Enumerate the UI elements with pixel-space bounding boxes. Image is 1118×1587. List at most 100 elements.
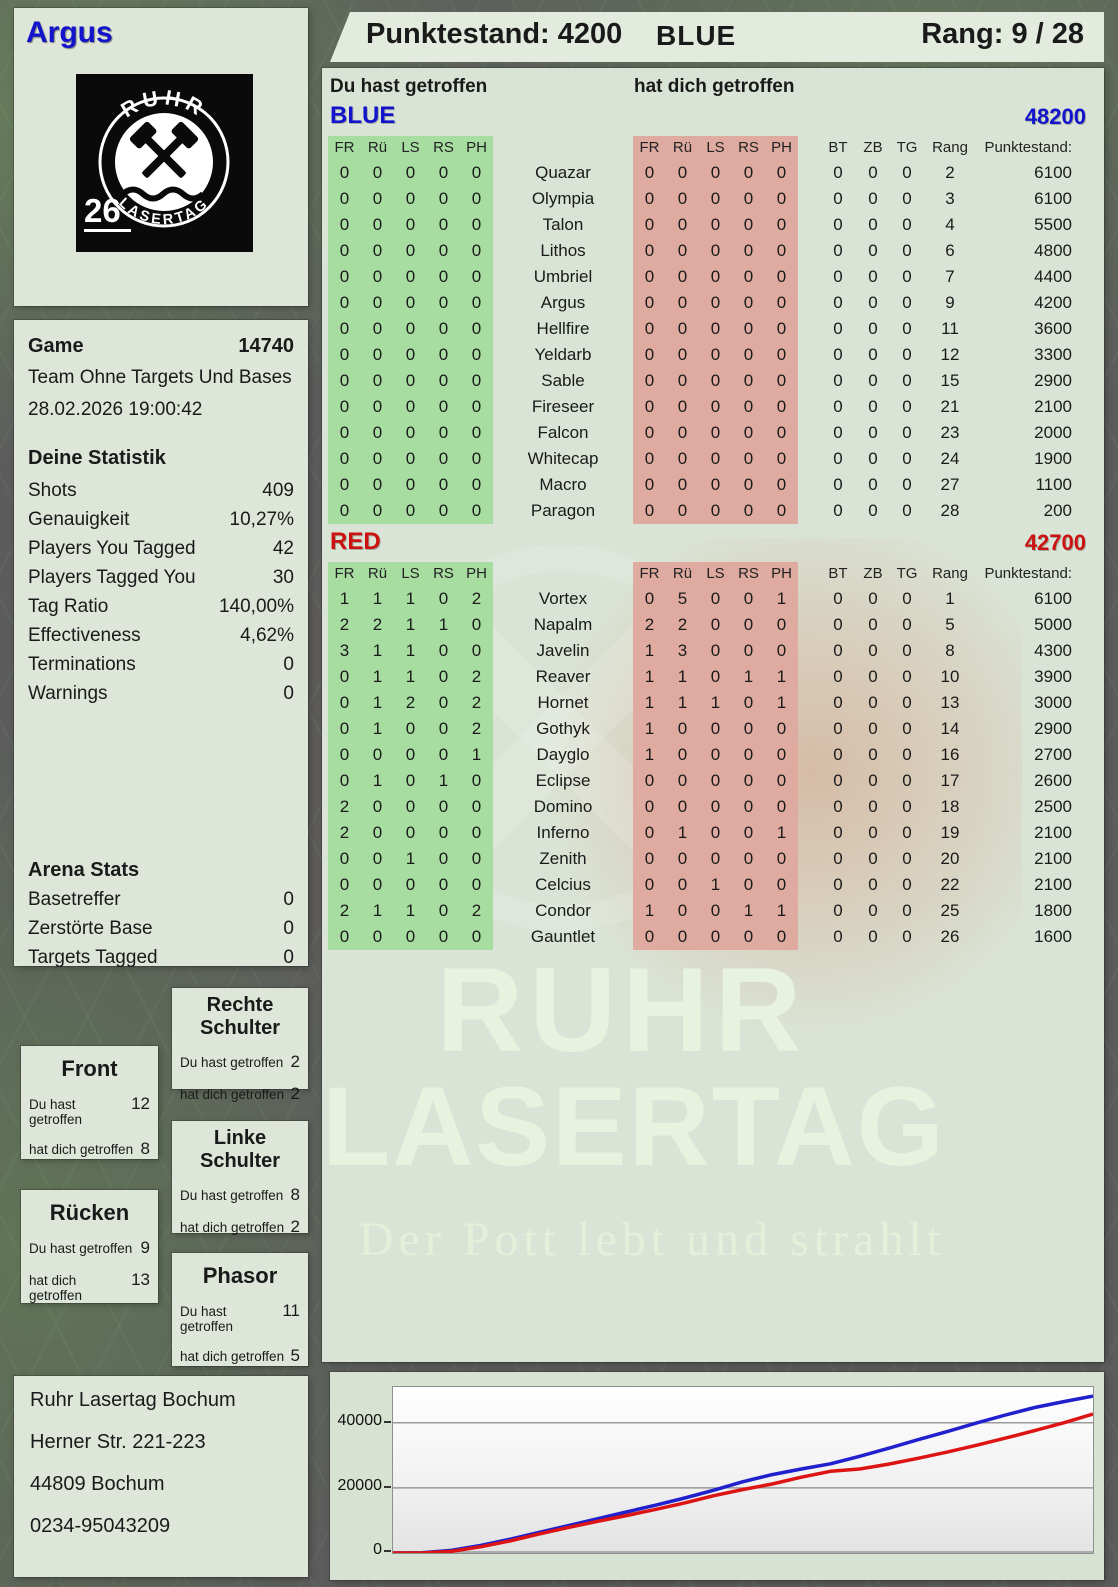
hits-taken-cell: 1 xyxy=(633,716,666,742)
hitzone-phasor: Phasor Du hast getroffen 11 hat dich getr… xyxy=(172,1253,308,1366)
hits-taken-cell: 0 xyxy=(732,420,765,446)
hits-taken-cell: 1 xyxy=(666,690,699,716)
player-name: Condor xyxy=(535,901,591,920)
player-name: Zenith xyxy=(539,849,587,868)
hits-taken-cell: 0 xyxy=(732,290,765,316)
spacer xyxy=(798,820,820,846)
base-hits-cell: 0 xyxy=(833,875,843,894)
column-header: Rü xyxy=(361,562,394,586)
hits-given-cell: 0 xyxy=(427,238,460,264)
hits-taken-cell: 0 xyxy=(699,586,732,612)
spacer xyxy=(798,498,820,524)
rank-cell: 28 xyxy=(940,501,960,520)
hits-taken-cell: 0 xyxy=(765,872,798,898)
bases-destroyed-cell: 0 xyxy=(868,475,878,494)
bases-destroyed-cell: 0 xyxy=(868,719,878,738)
hammer-icon xyxy=(129,121,186,178)
hits-taken-cell: 0 xyxy=(666,742,699,768)
player-name: Fireseer xyxy=(531,397,595,416)
hits-given-cell: 0 xyxy=(394,872,427,898)
score-cell: 1900 xyxy=(1034,449,1072,468)
rank-cell: 25 xyxy=(940,901,960,920)
hits-given-cell: 0 xyxy=(328,472,361,498)
player-name: Gauntlet xyxy=(530,927,596,946)
hits-given-cell: 0 xyxy=(394,420,427,446)
hits-given-cell: 2 xyxy=(328,820,361,846)
hits-taken-cell: 0 xyxy=(633,820,666,846)
hitzone-title: Linke Schulter xyxy=(199,1127,281,1172)
hits-given-cell: 0 xyxy=(427,898,460,924)
spacer xyxy=(798,394,820,420)
hits-given-cell: 0 xyxy=(460,368,493,394)
base-hits-cell: 0 xyxy=(833,267,843,286)
hits-taken-cell: 0 xyxy=(633,846,666,872)
hits-taken-cell: 0 xyxy=(732,586,765,612)
hits-given-cell: 0 xyxy=(361,290,394,316)
column-header: ZB xyxy=(863,139,883,156)
column-header: Rang xyxy=(932,565,968,582)
spacer xyxy=(798,212,820,238)
score-cell: 200 xyxy=(1043,501,1072,520)
targets-tagged-cell: 0 xyxy=(902,615,912,634)
y-axis-tick-mark xyxy=(384,1550,391,1552)
hits-given-cell: 0 xyxy=(328,316,361,342)
targets-tagged-cell: 0 xyxy=(902,823,912,842)
hits-taken-cell: 0 xyxy=(765,212,798,238)
hits-taken-cell: 0 xyxy=(666,342,699,368)
right-columns-title: hat dich getroffen xyxy=(634,76,795,97)
hits-taken-cell: 0 xyxy=(666,498,699,524)
hits-taken-cell: 0 xyxy=(765,742,798,768)
hits-taken-cell: 0 xyxy=(666,264,699,290)
hits-taken-cell: 0 xyxy=(699,186,732,212)
hits-taken-cell: 0 xyxy=(699,846,732,872)
spacer xyxy=(798,898,820,924)
column-header: Punktestand: xyxy=(984,139,1072,156)
hitzone-front: Front Du hast getroffen 12 hat dich getro… xyxy=(21,1046,158,1159)
hits-taken-cell: 0 xyxy=(633,316,666,342)
score-cell: 2500 xyxy=(1034,797,1072,816)
hits-taken-cell: 1 xyxy=(732,664,765,690)
hits-given-cell: 0 xyxy=(361,742,394,768)
column-header: RS xyxy=(732,136,765,160)
hits-given-cell: 2 xyxy=(328,612,361,638)
hits-given-cell: 0 xyxy=(460,498,493,524)
targets-tagged-cell: 0 xyxy=(902,215,912,234)
hits-taken-cell: 0 xyxy=(699,898,732,924)
hits-taken-cell: 0 xyxy=(666,238,699,264)
hits-given-cell: 0 xyxy=(394,290,427,316)
bases-destroyed-cell: 0 xyxy=(868,189,878,208)
column-header: Rü xyxy=(666,136,699,160)
hits-given-cell: 0 xyxy=(361,186,394,212)
player-name: Napalm xyxy=(533,615,593,634)
hits-taken-cell: 1 xyxy=(633,664,666,690)
column-header: PH xyxy=(460,136,493,160)
hits-taken-cell: 0 xyxy=(633,472,666,498)
venue-city: 44809 Bochum xyxy=(30,1473,165,1495)
hits-taken-cell: 0 xyxy=(732,820,765,846)
hits-taken-cell: 0 xyxy=(666,872,699,898)
player-name: Sable xyxy=(541,371,585,390)
hits-taken-cell: 5 xyxy=(666,586,699,612)
hits-given-cell: 0 xyxy=(460,212,493,238)
targets-tagged-cell: 0 xyxy=(902,797,912,816)
hits-taken-cell: 0 xyxy=(699,794,732,820)
rank-cell: 6 xyxy=(945,241,955,260)
header-bar: Punktestand: 4200 BLUE Rang: 9 / 28 xyxy=(330,12,1104,62)
rank-cell: 12 xyxy=(940,345,960,364)
hits-taken-cell: 0 xyxy=(765,716,798,742)
hits-given-cell: 0 xyxy=(460,160,493,186)
hits-given-cell: 3 xyxy=(328,638,361,664)
base-hits-cell: 0 xyxy=(833,849,843,868)
spacer xyxy=(798,664,820,690)
hits-taken-cell: 0 xyxy=(633,186,666,212)
hits-taken-cell: 0 xyxy=(699,238,732,264)
hits-given-cell: 0 xyxy=(328,238,361,264)
spacer xyxy=(798,794,820,820)
team-blue-label: BLUE xyxy=(330,102,396,129)
rank-cell: 11 xyxy=(941,319,959,338)
stat-row: Shots 409 xyxy=(28,480,294,501)
rank-cell: 15 xyxy=(940,371,960,390)
rank-cell: 2 xyxy=(945,163,955,182)
hits-given-cell: 0 xyxy=(427,872,460,898)
score-chart-svg xyxy=(392,1394,1094,1555)
